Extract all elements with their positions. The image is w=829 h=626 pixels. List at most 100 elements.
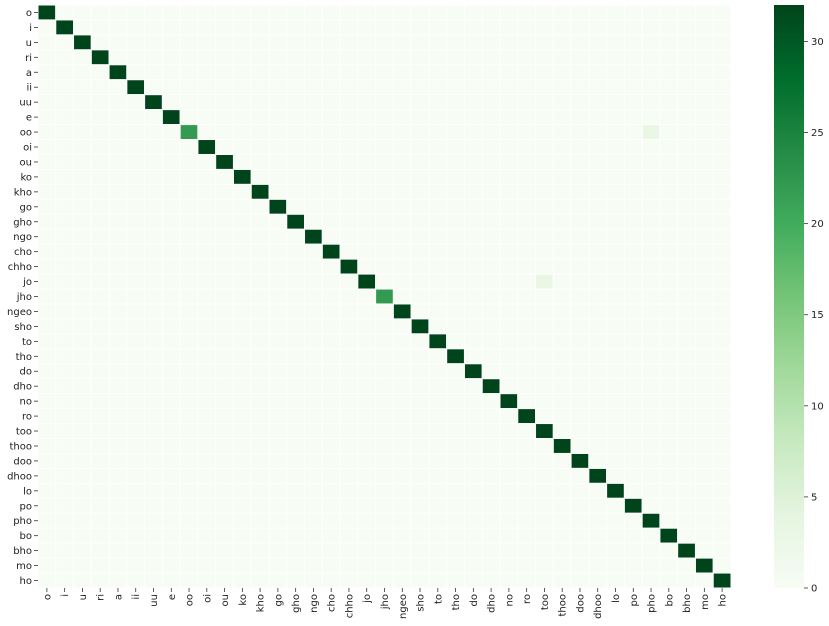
y-tick-label: dhoo <box>7 471 32 482</box>
heatmap-cell <box>126 393 146 410</box>
heatmap-cell <box>250 34 270 51</box>
y-tick-label: ngo <box>13 232 32 243</box>
heatmap-cell <box>641 243 661 260</box>
heatmap-cell <box>588 64 608 81</box>
heatmap-cell <box>215 213 234 230</box>
heatmap-cell <box>250 124 270 141</box>
heatmap-cell <box>446 64 465 81</box>
heatmap-cell <box>712 168 732 185</box>
heatmap-cell <box>250 527 270 544</box>
heatmap-cell <box>659 452 679 469</box>
heatmap-cell <box>659 348 679 365</box>
heatmap-cell <box>286 4 306 21</box>
heatmap-cell <box>250 4 270 21</box>
heatmap-cell <box>73 153 92 170</box>
heatmap-cell <box>517 273 537 290</box>
heatmap-cell <box>535 318 554 335</box>
heatmap-cell <box>144 258 163 275</box>
heatmap-cell <box>623 527 643 544</box>
heatmap-cell <box>588 109 608 126</box>
heatmap-cell <box>446 557 465 574</box>
heatmap-cell <box>197 273 217 290</box>
heatmap-cell <box>410 213 430 230</box>
heatmap-cell <box>392 153 412 170</box>
heatmap-cell <box>694 348 714 365</box>
heatmap-cell <box>179 557 199 574</box>
heatmap-cell <box>428 438 448 454</box>
heatmap-cell <box>339 153 359 170</box>
heatmap-cell <box>232 363 252 380</box>
heatmap-cell <box>232 423 252 440</box>
heatmap-cell <box>73 467 92 484</box>
heatmap-cell <box>694 168 714 185</box>
heatmap-cell <box>250 79 270 96</box>
heatmap-cell <box>286 557 306 574</box>
heatmap-cell <box>90 378 110 395</box>
heatmap-cell <box>623 363 643 380</box>
heatmap-cell <box>694 64 714 81</box>
heatmap-cell <box>161 49 181 66</box>
heatmap-cell <box>446 482 465 499</box>
y-tick-label: no <box>20 397 32 408</box>
heatmap-cell <box>108 198 128 215</box>
heatmap-cell <box>250 153 270 170</box>
y-tick-label: jho <box>16 292 32 303</box>
heatmap-cell <box>641 408 661 425</box>
heatmap-cell <box>446 198 465 215</box>
heatmap-cell <box>286 572 306 589</box>
heatmap-cell <box>659 4 679 21</box>
heatmap-cell <box>108 497 128 514</box>
heatmap-cell <box>410 19 430 36</box>
heatmap-cell <box>268 378 288 395</box>
heatmap-cell <box>410 79 430 96</box>
heatmap-cell <box>357 452 377 469</box>
heatmap-cell <box>90 4 110 21</box>
heatmap-cell <box>108 423 128 440</box>
heatmap-cell <box>339 34 359 51</box>
heatmap-cell <box>712 363 732 380</box>
heatmap-cell <box>712 452 732 469</box>
heatmap-cell <box>161 438 181 454</box>
heatmap-cell <box>570 348 590 365</box>
heatmap-cell <box>623 258 643 275</box>
heatmap-cell <box>321 482 341 499</box>
heatmap-cell <box>481 512 501 529</box>
heatmap-cell <box>481 527 501 544</box>
heatmap-cell <box>197 49 217 66</box>
heatmap-cell <box>535 497 554 514</box>
heatmap-cell <box>623 228 643 245</box>
heatmap-cell <box>463 273 483 290</box>
heatmap-cell <box>552 408 572 425</box>
heatmap-cell <box>179 438 199 454</box>
heatmap-cell <box>694 109 714 126</box>
heatmap-cell <box>375 363 394 380</box>
heatmap-cell <box>694 527 714 544</box>
heatmap-cell <box>428 378 448 395</box>
heatmap-cell <box>659 378 679 395</box>
heatmap-cell <box>428 109 448 126</box>
heatmap-cell <box>499 124 519 141</box>
heatmap-cell <box>392 49 412 66</box>
heatmap-cell <box>623 34 643 51</box>
y-tick-label: dho <box>13 382 32 393</box>
heatmap-cell <box>659 34 679 51</box>
heatmap-cell <box>677 168 696 185</box>
heatmap-cell <box>552 303 572 320</box>
heatmap-cell <box>570 79 590 96</box>
heatmap-cell <box>606 258 625 275</box>
heatmap-cell <box>304 452 323 469</box>
heatmap-cell <box>286 452 306 469</box>
heatmap-cell <box>641 258 661 275</box>
heatmap-cell <box>677 333 696 350</box>
heatmap-cell <box>677 153 696 170</box>
heatmap-cell <box>375 183 394 200</box>
heatmap-cell <box>375 393 394 410</box>
heatmap-cell <box>179 303 199 320</box>
heatmap-cell <box>268 124 288 141</box>
heatmap-cell <box>712 542 732 559</box>
heatmap-cell <box>694 19 714 36</box>
heatmap-cell <box>392 288 412 305</box>
heatmap-cell <box>641 527 661 544</box>
heatmap-cell <box>144 153 163 170</box>
heatmap-cell <box>321 438 341 454</box>
